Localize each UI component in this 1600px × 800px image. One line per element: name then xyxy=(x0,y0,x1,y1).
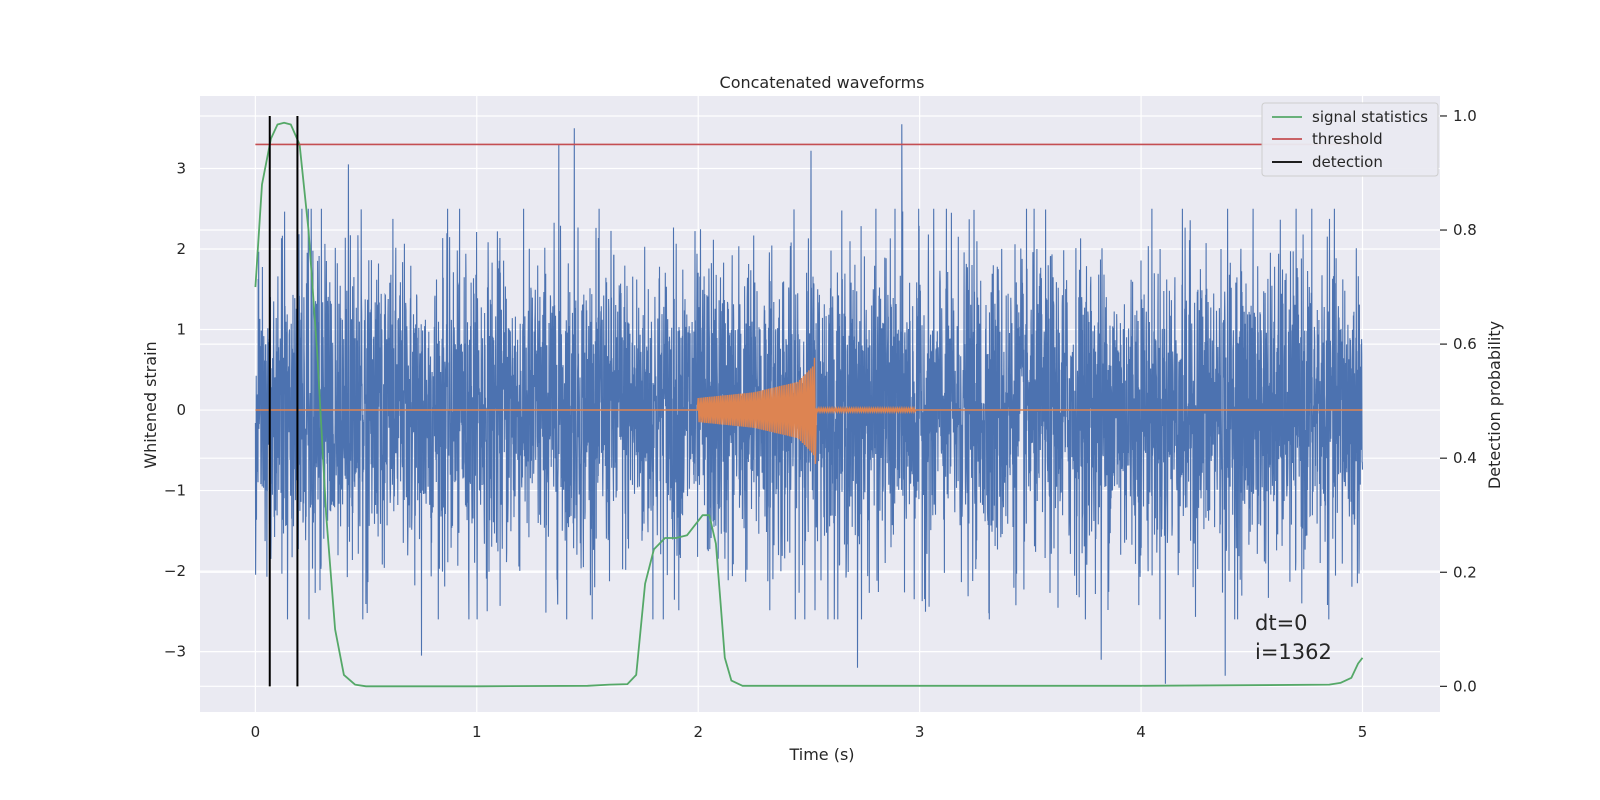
x-tick-label: 3 xyxy=(915,723,925,741)
y-right-tick-label: 1.0 xyxy=(1453,107,1477,125)
annotation-i: i=1362 xyxy=(1255,640,1332,664)
x-tick-label: 5 xyxy=(1358,723,1368,741)
y-left-tick-label: −1 xyxy=(164,482,186,500)
y-right-tick-label: 0.6 xyxy=(1453,335,1477,353)
y-left-tick-label: −2 xyxy=(164,562,186,580)
y-axis-label-right: Detection probability xyxy=(1485,321,1504,489)
x-axis-label: Time (s) xyxy=(788,745,854,764)
signal-statistics-line xyxy=(254,121,1364,688)
x-tick-label: 4 xyxy=(1136,723,1146,741)
legend-label-detection: detection xyxy=(1312,153,1383,171)
y-left-tick-label: 0 xyxy=(176,401,186,419)
y-axis-label-left: Whitened strain xyxy=(141,341,160,468)
y-left-tick-label: 1 xyxy=(176,321,186,339)
legend-label-signal-statistics: signal statistics xyxy=(1312,108,1428,126)
legend-box xyxy=(1261,102,1439,177)
y-left-tick-label: 2 xyxy=(176,240,186,258)
y-right-tick-label: 0.2 xyxy=(1453,563,1477,581)
ticks: 0 1 2 3 4 5 −3 −2 −1 0 1 2 3 0.0 0.2 0.4 0.6 0.8 1.0 xyxy=(164,107,1477,741)
legend: signal statistics threshold detection xyxy=(1261,102,1439,177)
x-tick-label: 0 xyxy=(251,723,261,741)
y-left-tick-label: 3 xyxy=(176,159,186,177)
y-right-tick-label: 0.0 xyxy=(1453,677,1477,695)
legend-label-threshold: threshold xyxy=(1312,130,1383,148)
y-left-tick-label: −3 xyxy=(164,643,186,661)
annotation-dt: dt=0 xyxy=(1255,611,1308,635)
chirp-waveform-line xyxy=(255,357,1363,464)
chart-title: Concatenated waveforms xyxy=(720,73,925,92)
y-right-tick-label: 0.4 xyxy=(1453,449,1477,467)
plot-series xyxy=(254,115,1364,688)
x-tick-label: 1 xyxy=(472,723,482,741)
x-tick-label: 2 xyxy=(693,723,703,741)
y-right-tick-label: 0.8 xyxy=(1453,221,1477,239)
